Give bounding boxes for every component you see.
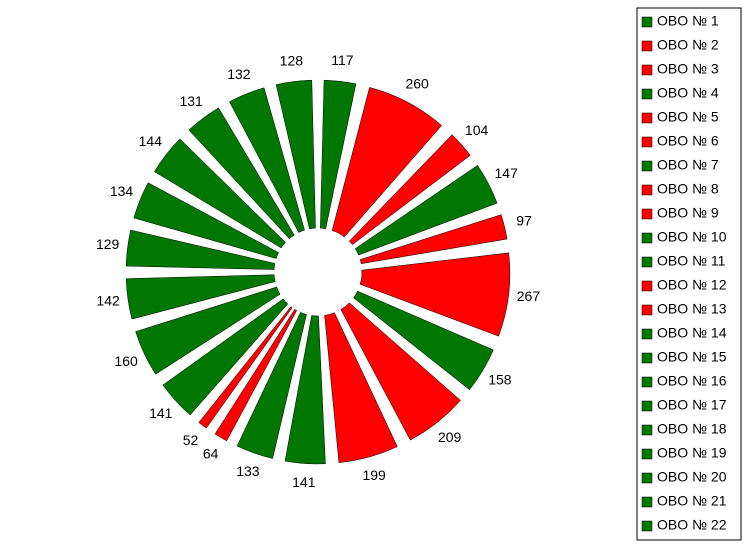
legend-label: OBO № 17 <box>657 397 727 413</box>
pie-slice <box>320 79 357 230</box>
data-label: 117 <box>331 52 354 68</box>
pie-slice <box>275 79 316 230</box>
legend-swatch <box>641 376 653 388</box>
pie-slice <box>284 315 326 465</box>
legend-swatch <box>641 208 653 220</box>
legend-swatch <box>641 352 653 364</box>
pie-slice <box>198 306 293 429</box>
legend-label: OBO № 3 <box>657 61 719 77</box>
data-label: 104 <box>465 122 489 138</box>
legend-swatch <box>641 448 653 460</box>
data-label: 134 <box>110 183 134 199</box>
pie-slice <box>331 87 442 238</box>
legend-swatch <box>641 424 653 436</box>
pie-slice <box>154 138 286 249</box>
legend-swatch <box>641 472 653 484</box>
pie-slice <box>133 182 279 259</box>
data-label: 64 <box>203 446 219 462</box>
data-label: 97 <box>516 213 532 229</box>
legend-label: OBO № 2 <box>657 37 719 53</box>
data-label: 128 <box>280 52 304 68</box>
legend-swatch <box>641 112 653 124</box>
data-label: 147 <box>495 165 519 181</box>
pie-slice <box>236 311 307 459</box>
legend-label: OBO № 1 <box>657 13 719 29</box>
legend-label: OBO № 4 <box>657 85 719 101</box>
legend-box <box>636 7 742 541</box>
pie-slice <box>229 87 305 233</box>
legend-label: OBO № 20 <box>657 469 727 485</box>
legend-label: OBO № 10 <box>657 229 727 245</box>
legend-label: OBO № 5 <box>657 109 719 125</box>
legend-swatch <box>641 40 653 52</box>
legend-swatch <box>641 400 653 412</box>
legend-swatch <box>641 160 653 172</box>
legend-label: OBO № 14 <box>657 325 727 341</box>
pie-slice <box>359 252 511 337</box>
data-label: 133 <box>236 463 260 479</box>
pie-slice <box>354 164 498 256</box>
legend-swatch <box>641 184 653 196</box>
pie-slice <box>214 308 298 442</box>
pie-slice <box>188 107 295 240</box>
legend-swatch <box>641 304 653 316</box>
legend-swatch <box>641 496 653 508</box>
center-hole <box>276 230 360 314</box>
pie-slice <box>125 229 276 270</box>
legend-swatch <box>641 256 653 268</box>
legend-label: OBO № 15 <box>657 349 727 365</box>
legend-label: OBO № 22 <box>657 517 727 533</box>
legend-swatch <box>641 520 653 532</box>
legend-swatch <box>641 328 653 340</box>
legend-label: OBO № 8 <box>657 181 719 197</box>
pie-slice <box>135 286 281 375</box>
data-label: 129 <box>96 236 120 252</box>
data-label: 160 <box>114 353 138 369</box>
data-label: 158 <box>488 372 512 388</box>
data-label: 144 <box>139 133 163 149</box>
legend-swatch <box>641 136 653 148</box>
data-label: 209 <box>438 429 462 445</box>
legend-swatch <box>641 88 653 100</box>
legend-swatch <box>641 16 653 28</box>
data-label: 142 <box>96 293 120 309</box>
legend-swatch <box>641 64 653 76</box>
legend-label: OBO № 13 <box>657 301 727 317</box>
pie-slice <box>162 298 289 416</box>
legend-label: OBO № 21 <box>657 493 727 509</box>
pie-slice <box>125 274 276 320</box>
legend-label: OBO № 16 <box>657 373 727 389</box>
pie-slice <box>359 214 508 264</box>
data-label: 267 <box>517 288 541 304</box>
legend-label: OBO № 11 <box>657 253 726 269</box>
pie-slice <box>340 302 461 441</box>
data-label: 52 <box>183 432 199 448</box>
legend-label: OBO № 18 <box>657 421 727 437</box>
legend-swatch <box>641 280 653 292</box>
data-label: 132 <box>227 66 251 82</box>
legend-label: OBO № 9 <box>657 205 719 221</box>
data-label: 199 <box>362 467 386 483</box>
legend-swatch <box>641 232 653 244</box>
legend-label: OBO № 19 <box>657 445 727 461</box>
pie-slice <box>353 290 494 391</box>
legend-label: OBO № 6 <box>657 133 719 149</box>
legend-label: OBO № 12 <box>657 277 727 293</box>
data-label: 260 <box>405 75 429 91</box>
data-label: 131 <box>179 93 203 109</box>
data-label: 141 <box>149 405 173 421</box>
pie-slice <box>324 312 398 463</box>
pie-slice <box>348 134 471 245</box>
data-label: 141 <box>292 474 316 490</box>
legend-label: OBO № 7 <box>657 157 719 173</box>
